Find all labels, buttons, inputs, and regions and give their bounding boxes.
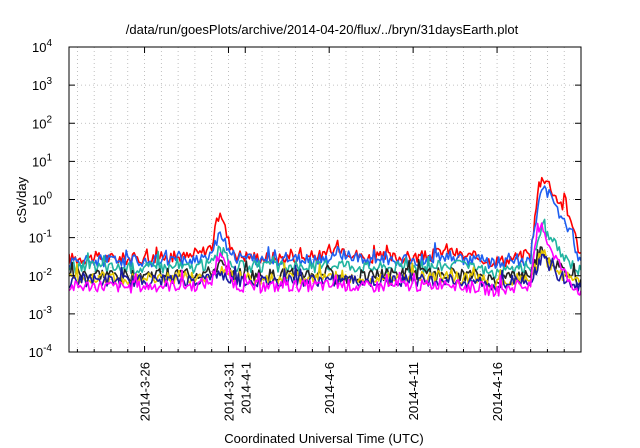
x-tick-label: 2014-4-6: [322, 362, 337, 414]
chart-title: /data/run/goesPlots/archive/2014-04-20/f…: [126, 22, 519, 37]
series-line: [69, 185, 581, 270]
y-tick-label: 100: [32, 191, 52, 208]
x-tick-label: 2014-3-26: [138, 362, 153, 421]
y-tick-label: 10-1: [29, 229, 53, 246]
grid: [69, 47, 581, 352]
series-line: [69, 218, 581, 279]
x-tick-label: 2014-4-1: [238, 362, 253, 414]
y-axis-label: cSv/day: [14, 176, 29, 223]
y-tick-label: 102: [32, 114, 52, 131]
y-tick-label: 10-2: [29, 267, 53, 284]
series-layer: [69, 176, 581, 297]
x-tick-label: 2014-4-16: [490, 362, 505, 421]
series-line: [69, 176, 581, 268]
x-tick-label: 2014-4-11: [406, 362, 421, 420]
y-tick-label: 10-4: [29, 343, 53, 360]
series-line: [69, 222, 581, 297]
y-axis: 10-4 10-3 10-2 10-1 100 101 102 103 104: [29, 38, 581, 360]
x-axis-label: Coordinated Universal Time (UTC): [224, 431, 423, 446]
y-tick-label: 10-3: [29, 305, 53, 322]
x-axis: 2014-3-26 2014-3-31 2014-4-1 2014-4-6 2014-4…: [76, 47, 565, 421]
y-tick-label: 103: [32, 76, 52, 93]
x-tick-label: 2014-3-31: [221, 362, 236, 421]
y-tick-label: 101: [32, 152, 52, 169]
y-tick-label: 104: [32, 38, 52, 55]
